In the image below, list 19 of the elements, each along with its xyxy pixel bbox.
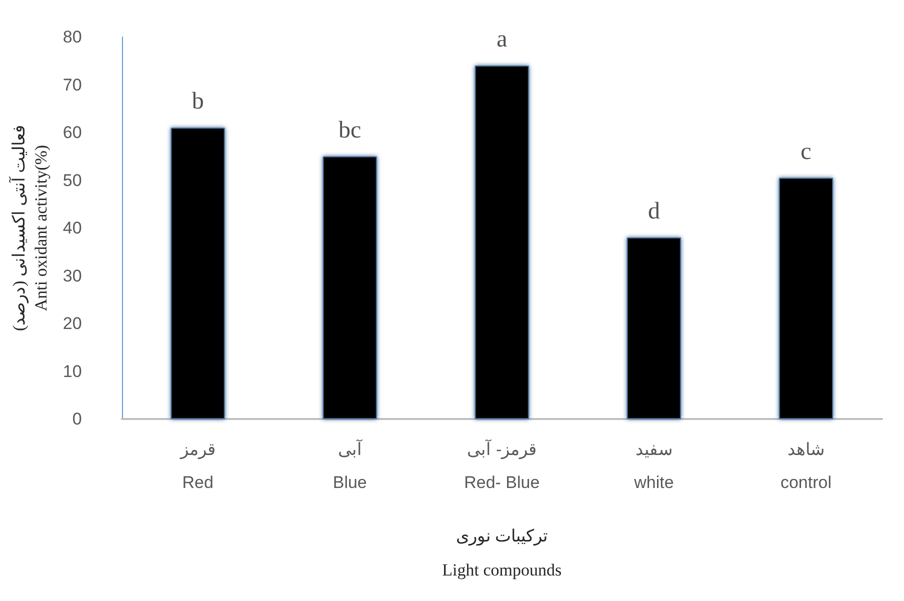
y-tick-label: 20 [62,314,82,333]
annotation: d [648,198,660,225]
annotation: bc [338,117,362,144]
annotation: b [192,88,204,115]
y-tick-label: 60 [62,123,82,142]
y-tick-label: 80 [62,28,82,46]
bar [778,178,833,419]
annotation: c [800,138,812,165]
y-tick-label: 40 [62,218,82,238]
y-tick-label: 0 [72,410,82,428]
y-tick-label: 70 [62,75,82,94]
bar [322,156,377,419]
y-tick-label: 30 [62,266,82,286]
y-tick-label: 10 [62,362,82,381]
y-tick-label: 50 [62,170,82,190]
bar [626,238,681,419]
bar [170,128,225,419]
bar [474,66,529,419]
annotation: a [496,26,508,53]
